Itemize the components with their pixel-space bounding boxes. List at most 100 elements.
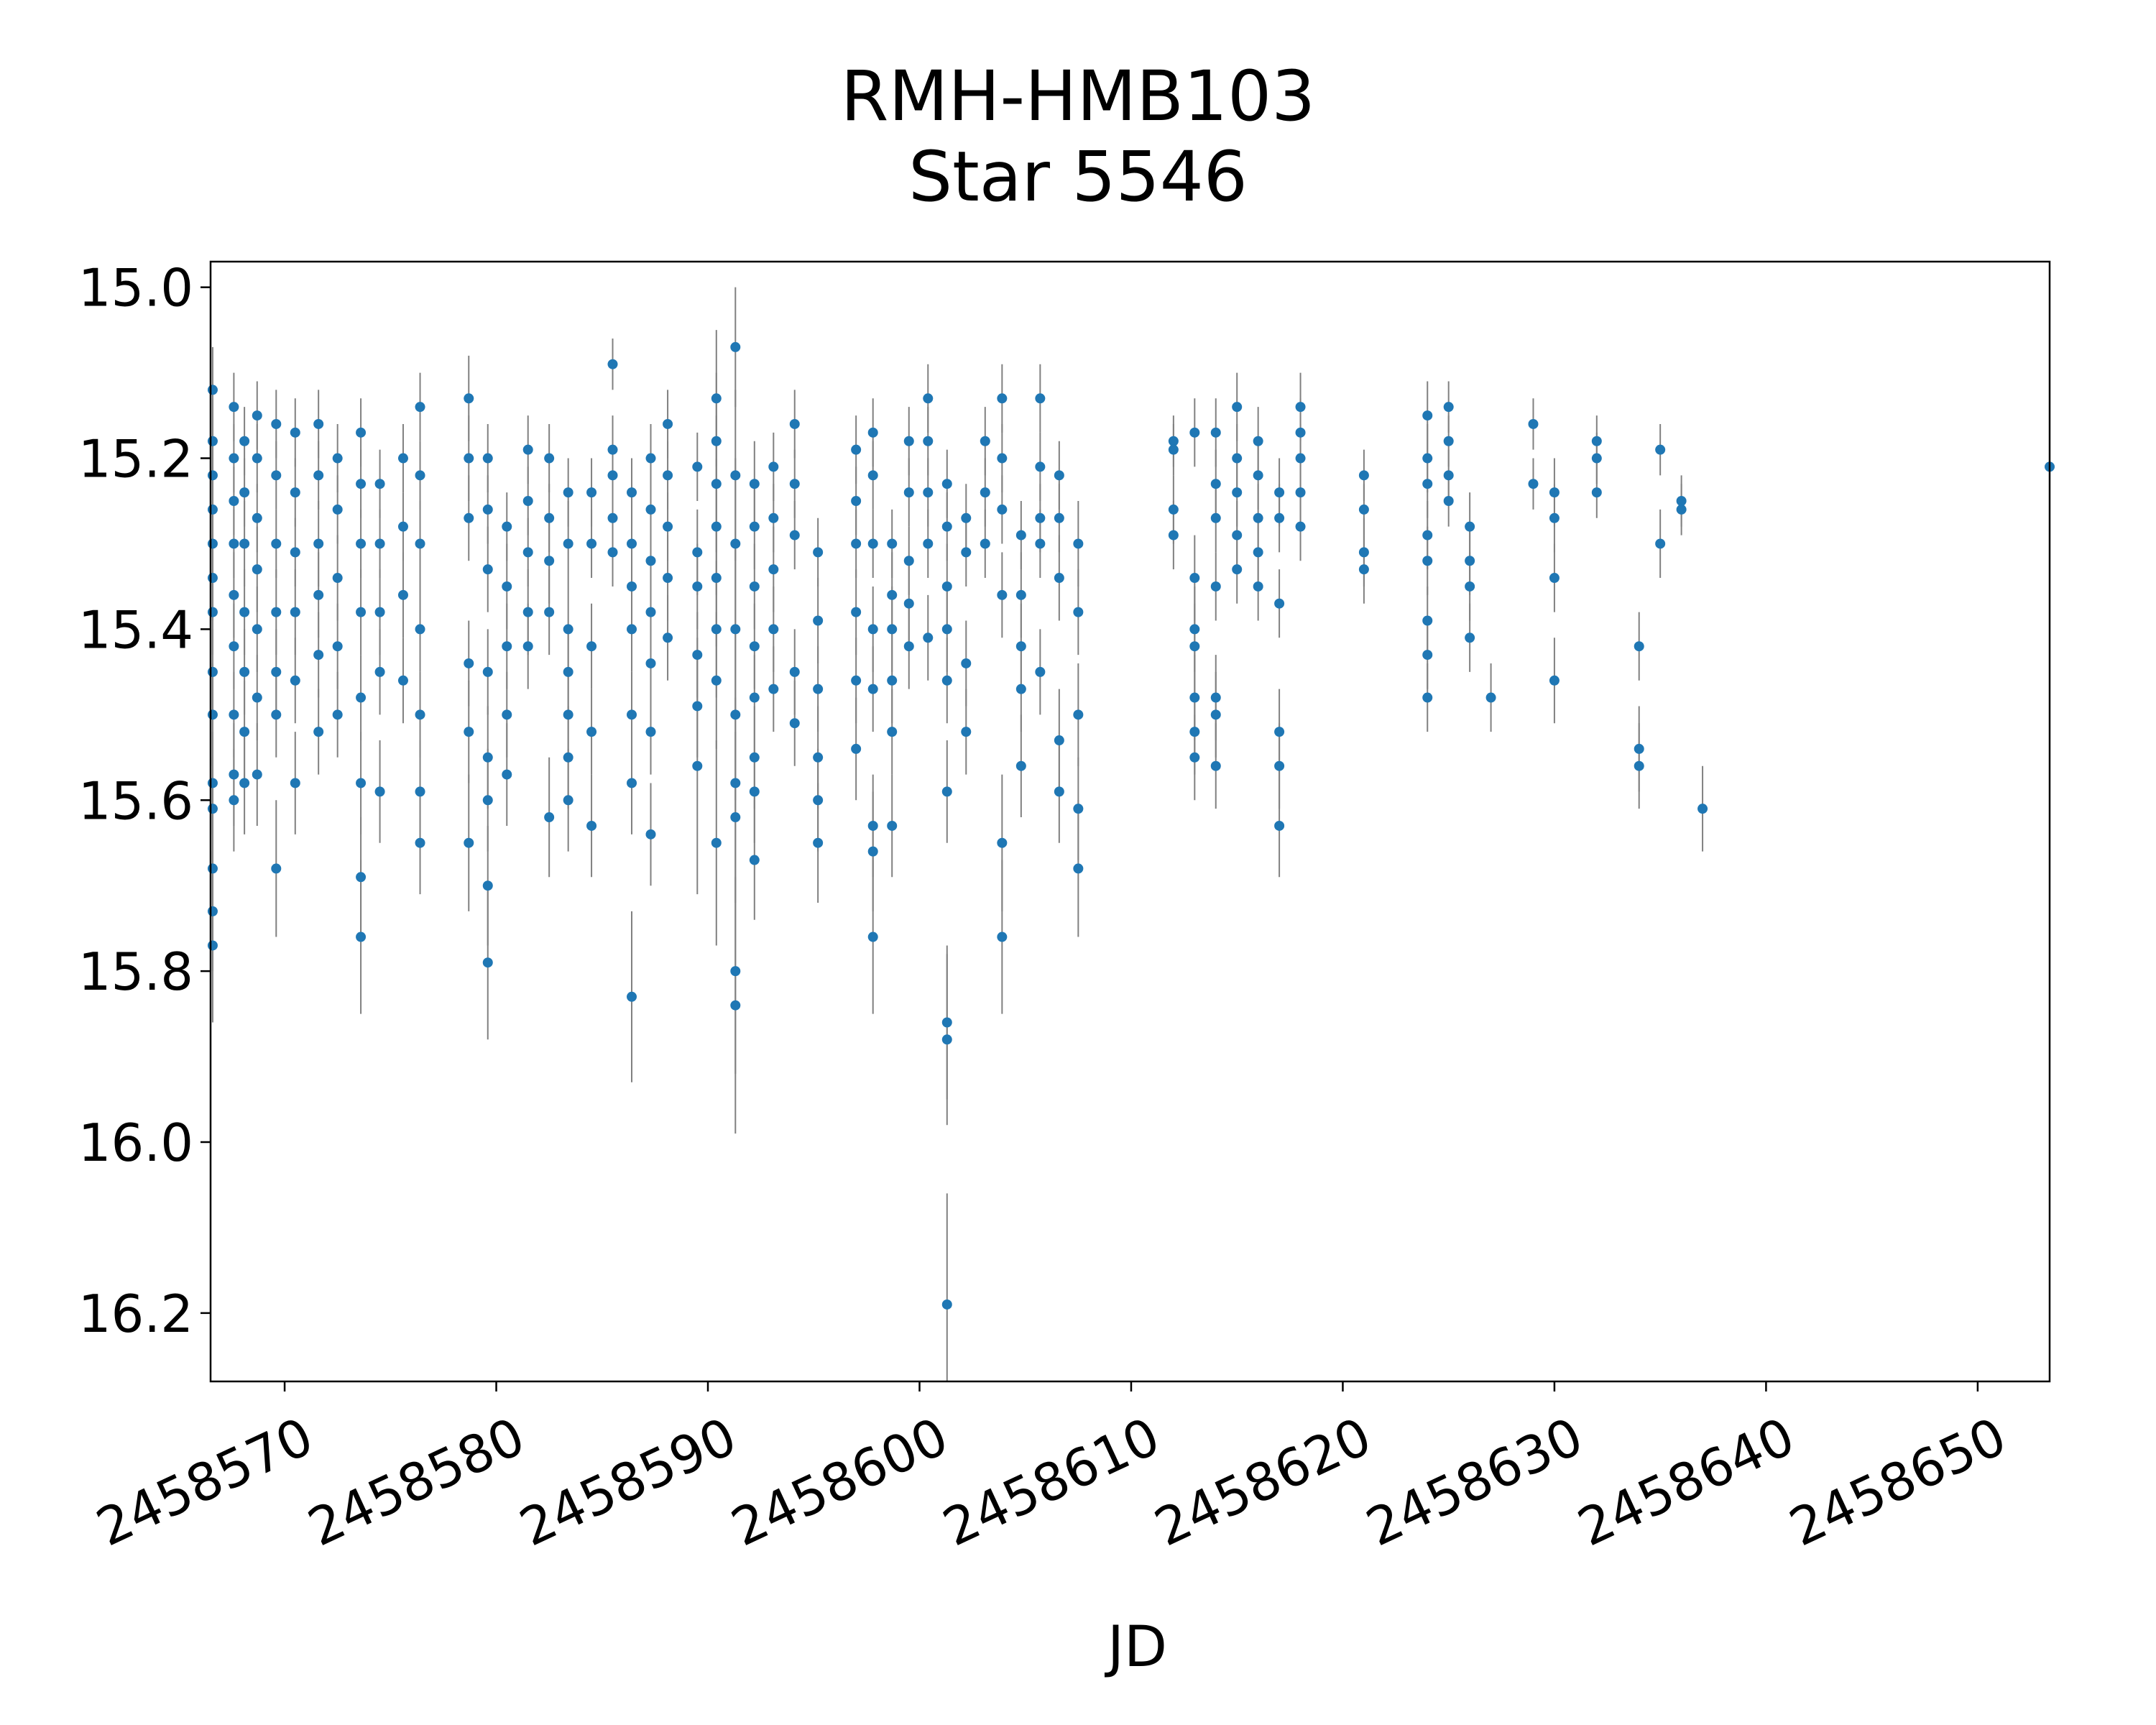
data-point [887,538,898,549]
data-point [851,496,862,507]
data-point [997,393,1008,404]
chart-title-line-1: RMH-HMB103 [840,56,1316,137]
data-point [711,521,722,532]
data-point [290,427,300,438]
errorbars-layer [211,287,2050,1381]
data-point [692,650,703,661]
data-point [1035,666,1046,677]
data-point [1528,479,1539,489]
data-point [271,607,282,617]
data-point [252,692,262,703]
data-point [730,538,741,549]
data-point [290,778,300,788]
data-point [271,470,282,481]
data-point [749,752,760,763]
data-point [544,812,555,823]
data-point [1015,641,1026,652]
data-point [1422,410,1433,421]
data-point [502,581,512,592]
data-point [1443,402,1454,413]
data-point [692,701,703,712]
data-point [813,615,824,626]
data-point [645,504,656,515]
data-point [627,991,637,1002]
data-point [1443,496,1454,507]
data-point [1591,453,1602,464]
data-point [627,709,637,720]
data-point [239,727,250,737]
data-point [522,496,533,507]
data-point [867,932,878,942]
data-point [789,666,800,677]
x-tick-label: 2458640 [1569,1406,1803,1558]
data-point [229,589,239,600]
data-point [586,487,597,498]
data-point [482,795,493,806]
data-point [374,666,385,677]
data-point [923,487,934,498]
data-point [1232,530,1243,540]
data-point [1035,393,1046,404]
data-point [229,402,239,413]
data-point [1168,504,1179,515]
data-point [961,547,972,558]
data-point [1295,487,1306,498]
data-point [239,778,250,788]
data-point [1232,487,1243,498]
data-point [229,641,239,652]
data-point [1274,820,1285,831]
data-point [663,573,673,584]
data-point [851,743,862,754]
data-point [207,573,218,584]
data-point [711,837,722,848]
data-point [522,641,533,652]
data-point [663,632,673,643]
data-point [1210,512,1221,523]
data-point [789,418,800,429]
data-point [563,752,573,763]
data-point [207,436,218,446]
data-point [229,769,239,780]
data-point [768,684,779,694]
data-point [397,589,408,600]
data-point [271,666,282,677]
data-point [1358,564,1369,575]
data-point [1015,760,1026,771]
data-point [867,820,878,831]
data-point [356,778,367,788]
data-point [749,479,760,489]
data-point [1253,512,1263,523]
data-point [997,589,1008,600]
data-point [997,932,1008,942]
data-point [313,727,324,737]
data-point [1465,581,1475,592]
x-tick-label: 2458650 [1781,1406,2015,1558]
data-point [1528,418,1539,429]
y-tick-label: 16.0 [78,1113,193,1173]
data-point [229,496,239,507]
data-point [1655,444,1666,455]
data-point [563,538,573,549]
data-point [482,504,493,515]
data-point [1253,470,1263,481]
data-point [730,470,741,481]
data-point [607,359,618,369]
data-point [961,512,972,523]
x-axis: 2458570245858024585902458600245861024586… [88,1381,2015,1558]
data-point [851,607,862,617]
data-point [941,479,952,489]
data-point [1015,684,1026,694]
data-point [711,479,722,489]
x-tick-label: 2458590 [511,1406,745,1558]
data-point [239,538,250,549]
data-point [663,470,673,481]
data-point [356,607,367,617]
data-point [887,820,898,831]
data-point [397,675,408,686]
data-point [332,709,343,720]
data-point [415,538,425,549]
data-point [586,641,597,652]
data-point [374,607,385,617]
data-point [1054,735,1064,746]
chart-title-line-2: Star 5546 [908,137,1248,217]
